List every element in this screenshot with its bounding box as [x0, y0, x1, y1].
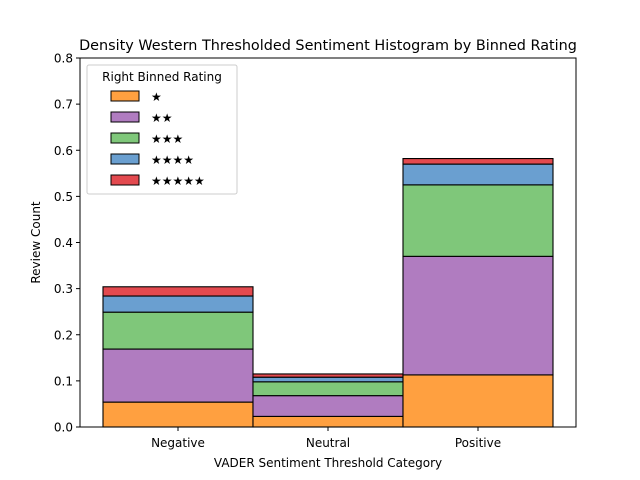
bar-negative-rating-2 — [102, 348, 254, 403]
bar-neutral-rating-3 — [252, 381, 404, 397]
bar-negative-rating-4 — [102, 295, 254, 313]
y-tick-label: 0.8 — [54, 52, 73, 66]
x-axis-label: VADER Sentiment Threshold Category — [214, 456, 442, 470]
legend-label: ★★★★ — [151, 153, 194, 167]
bar-negative-rating-1 — [102, 401, 254, 428]
legend-swatch — [110, 153, 140, 165]
plot-frame — [79, 57, 577, 428]
legend-title: Right Binned Rating — [102, 70, 222, 84]
bar-neutral-rating-2 — [252, 395, 404, 417]
bar-positive-rating-3 — [402, 184, 554, 257]
legend-swatch — [110, 132, 140, 144]
x-axis: Negative Neutral Positive — [151, 427, 501, 450]
legend-label: ★ — [151, 90, 162, 104]
bar-positive-rating-2 — [402, 255, 554, 376]
y-tick-label: 0.7 — [54, 98, 73, 112]
legend-label: ★★★★★ — [151, 174, 205, 188]
legend-label: ★★ — [151, 111, 173, 125]
bar-neutral-rating-1 — [252, 415, 404, 428]
bar-negative-rating-3 — [102, 311, 254, 350]
bar-neutral-rating-4 — [252, 376, 404, 383]
x-tick-label: Neutral — [306, 436, 350, 450]
legend-swatch — [110, 90, 140, 102]
bar-positive-rating-1 — [402, 374, 554, 428]
legend: Right Binned Rating ★★★★★★★★★★★★★★★ — [86, 64, 238, 195]
legend-swatch — [110, 174, 140, 186]
y-tick-label: 0.3 — [54, 282, 73, 296]
bar-positive-rating-4 — [402, 163, 554, 186]
y-axis-label: Review Count — [29, 201, 43, 284]
chart-title: Density Western Thresholded Sentiment Hi… — [79, 38, 577, 54]
bar-neutral-rating-5 — [252, 373, 404, 378]
x-tick-label: Negative — [151, 436, 205, 450]
y-axis: 0.0 0.1 0.2 0.3 0.4 0.5 0.6 0.7 0.8 — [54, 52, 80, 435]
legend-label: ★★★ — [151, 132, 183, 146]
bar-negative-rating-5 — [102, 286, 254, 297]
y-tick-label: 0.5 — [54, 190, 73, 204]
y-tick-label: 0.1 — [54, 374, 73, 388]
bar-positive-rating-5 — [402, 158, 554, 165]
y-tick-label: 0.6 — [54, 144, 73, 158]
legend-items: ★★★★★★★★★★★★★★★ — [110, 90, 205, 188]
legend-swatch — [110, 111, 140, 123]
y-tick-label: 0.0 — [54, 421, 73, 435]
x-tick-label: Positive — [455, 436, 501, 450]
bars-group — [102, 158, 554, 428]
y-tick-label: 0.4 — [54, 236, 73, 250]
y-tick-label: 0.2 — [54, 328, 73, 342]
